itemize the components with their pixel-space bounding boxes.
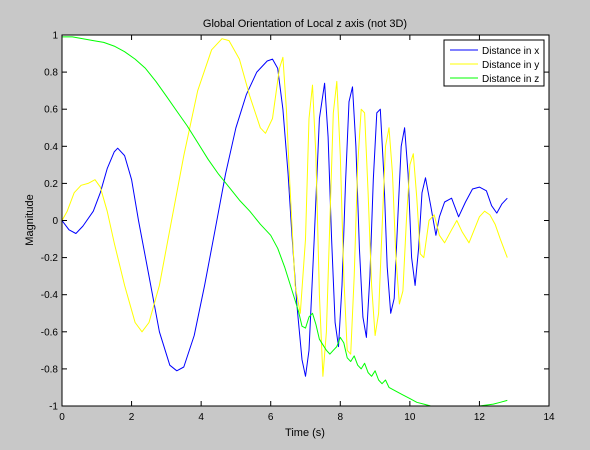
y-tick-label: 0.8 (44, 68, 58, 79)
y-tick-label: 0.6 (44, 105, 58, 116)
x-tick-label: 8 (338, 412, 344, 423)
y-tick-label: -0.2 (41, 253, 59, 264)
x-axis-label: Time (s) (285, 427, 325, 439)
y-tick-label: 0.2 (44, 179, 58, 190)
x-axis: 0 2 4 6 8 10 12 14 (59, 35, 555, 423)
y-axis: -1 -0.8 -0.6 -0.4 -0.2 0 0.2 0.4 0.6 0.8 1 (41, 31, 549, 413)
y-tick-label: -0.4 (41, 290, 59, 301)
x-tick-label: 0 (59, 412, 65, 423)
legend: Distance in x Distance in y Distance in … (443, 39, 545, 87)
y-tick-label: 0.4 (44, 142, 58, 153)
legend-label-z: Distance in z (482, 74, 539, 85)
y-tick-label: 1 (52, 31, 58, 42)
y-axis-label: Magnitude (24, 194, 36, 245)
y-tick-label: -0.8 (41, 364, 59, 375)
x-tick-label: 12 (474, 412, 486, 423)
y-tick-label: -1 (49, 402, 58, 413)
x-tick-label: 2 (129, 412, 135, 423)
y-tick-label: -0.6 (41, 327, 59, 338)
x-tick-label: 6 (268, 412, 274, 423)
x-tick-label: 14 (543, 412, 555, 423)
x-tick-label: 10 (404, 412, 416, 423)
series-layer (62, 36, 508, 406)
y-tick-label: 0 (52, 216, 58, 227)
legend-label-x: Distance in x (482, 46, 539, 57)
series-line-1 (62, 58, 508, 377)
x-tick-label: 4 (198, 412, 204, 423)
legend-label-y: Distance in y (482, 60, 539, 71)
series-line-3 (62, 36, 508, 406)
chart-title: Global Orientation of Local z axis (not … (203, 18, 407, 30)
series-line-2 (62, 38, 508, 377)
plot-area (62, 35, 549, 406)
